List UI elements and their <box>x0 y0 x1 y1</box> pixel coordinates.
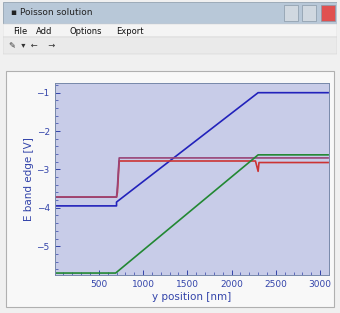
Bar <box>302 5 316 21</box>
Y-axis label: E band edge [V]: E band edge [V] <box>24 137 34 221</box>
Text: ✎  ▾  ←    →: ✎ ▾ ← → <box>10 41 56 50</box>
Text: Options: Options <box>70 27 102 36</box>
Bar <box>3 37 337 54</box>
X-axis label: y position [nm]: y position [nm] <box>152 292 232 302</box>
Bar <box>321 5 335 21</box>
Text: Export: Export <box>117 27 144 36</box>
Text: File: File <box>13 27 27 36</box>
Bar <box>3 24 337 37</box>
Text: ▪ Poisson solution: ▪ Poisson solution <box>11 8 92 17</box>
Bar <box>284 5 298 21</box>
Text: Add: Add <box>36 27 53 36</box>
Bar <box>3 2 337 24</box>
Bar <box>6 71 334 307</box>
